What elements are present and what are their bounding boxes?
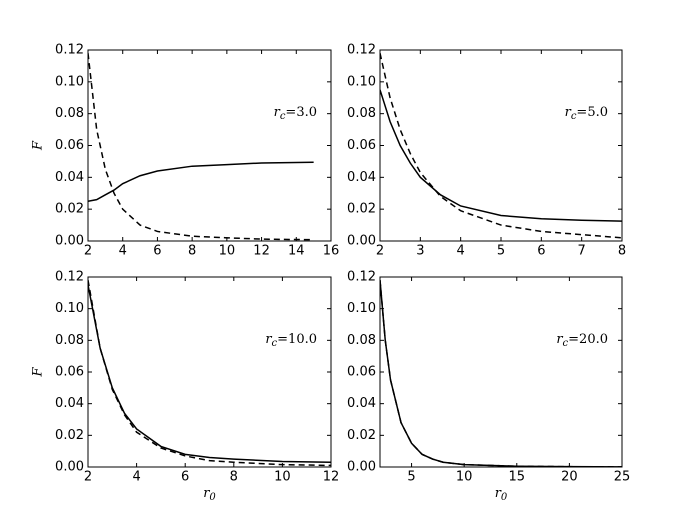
annotation: rc=5.0 [565, 105, 608, 122]
x-tick-label: 10 [456, 470, 473, 485]
y-tick-label: 0.12 [55, 270, 84, 285]
subplot: 0.000.020.040.060.080.100.125 10 15 20 25rc=… [347, 270, 630, 503]
x-tick-label: 5 [497, 244, 505, 259]
axes-frame [379, 276, 623, 468]
y-tick-label: 0.02 [347, 428, 376, 443]
x-tick-label: 14 [288, 244, 305, 259]
annotation-rest: =20.0 [568, 332, 608, 347]
x-tick-label: 2 [84, 470, 92, 485]
subplot: 0.00 0.02 0.04 0.06 0.08 0.10 0.12 2 4 6 8 10 12 14 16… [31, 43, 340, 259]
x-tick-label: 12 [323, 470, 340, 485]
x-tick-label: 2 [376, 244, 384, 259]
y-tick-label: 0.06 [347, 138, 376, 153]
annotation: rc=3.0 [274, 105, 317, 122]
y-tick-label: 0.10 [347, 74, 376, 89]
line-series [88, 280, 331, 467]
y-tick-label: 0.02 [347, 202, 376, 217]
y-tick-label: 0.00 [55, 460, 84, 475]
x-tick-label: 6 [181, 470, 189, 485]
x-tick-label: 20 [561, 470, 578, 485]
axes-frame [87, 49, 332, 242]
line-series [88, 53, 314, 241]
x-tick-label: 16 [323, 244, 340, 259]
annotation-base: r [565, 105, 572, 120]
x-tick-label: 2 [84, 244, 92, 259]
y-tick-label: 0.08 [347, 106, 376, 121]
y-tick-label: 0.04 [347, 396, 376, 411]
x-tick-label: 3 [416, 244, 424, 259]
y-tick-label: 0.06 [347, 365, 376, 380]
y-tick-label: 0.12 [55, 43, 84, 58]
y-axis-label: F [31, 140, 46, 151]
y-tick-label: 0.10 [55, 74, 84, 89]
y-tick-label: 0.08 [55, 333, 84, 348]
x-tick-label: 5 [407, 470, 415, 485]
x-tick-label: 10 [274, 470, 291, 485]
y-tick-label: 0.10 [55, 301, 84, 316]
y-tick-label: 0.06 [55, 365, 84, 380]
x-axis-label-base: r [495, 486, 502, 501]
axes-frame [379, 49, 623, 242]
line-series [380, 280, 622, 467]
line-series [88, 284, 331, 463]
annotation-rest: =3.0 [285, 105, 317, 120]
x-tick-label: 4 [119, 244, 127, 259]
x-axis-label: r0 [203, 486, 216, 503]
annotation-rest: =5.0 [576, 105, 608, 120]
y-tick-label: 0.02 [55, 202, 84, 217]
annotation: rc=10.0 [265, 332, 317, 349]
annotation-base: r [556, 332, 563, 347]
x-tick-label: 15 [509, 470, 526, 485]
y-tick-label: 0.08 [55, 106, 84, 121]
annotation-sub: c [272, 338, 278, 349]
x-axis-label-sub: 0 [501, 492, 508, 503]
x-tick-label: 25 [614, 470, 631, 485]
line-series [380, 280, 622, 467]
annotation-base: r [265, 332, 272, 347]
annotation-base: r [274, 105, 281, 120]
x-axis-label-sub: 0 [209, 492, 216, 503]
line-series [88, 161, 314, 202]
y-tick-label: 0.12 [347, 43, 376, 58]
x-tick-label: 4 [132, 470, 140, 485]
x-axis-label-base: r [203, 486, 210, 501]
y-tick-label: 0.00 [55, 234, 84, 249]
subplot: 0.000.020.040.060.080.100.122 4 6 8 10 12rc=1… [31, 270, 340, 503]
x-tick-label: 8 [618, 244, 626, 259]
x-tick-label: 6 [537, 244, 545, 259]
y-tick-label: 0.10 [347, 301, 376, 316]
y-axis-label: F [31, 367, 46, 378]
annotation: rc=20.0 [556, 332, 608, 349]
subplot: 0.00 0.02 0.04 0.06 0.08 0.10 0.12 2 3 4 5 6 7 8 rc=5.… [347, 43, 626, 259]
x-tick-label: 8 [230, 470, 238, 485]
x-axis-label: r0 [495, 486, 508, 503]
y-tick-label: 0.04 [347, 170, 376, 185]
x-tick-label: 10 [219, 244, 236, 259]
y-tick-label: 0.00 [347, 460, 376, 475]
y-tick-label: 0.06 [55, 138, 84, 153]
y-tick-label: 0.00 [347, 234, 376, 249]
x-tick-label: 8 [188, 244, 196, 259]
annotation-rest: =10.0 [277, 332, 317, 347]
x-tick-label: 7 [578, 244, 586, 259]
annotation-sub: c [563, 338, 569, 349]
x-tick-label: 4 [457, 244, 465, 259]
line-series [380, 89, 622, 222]
x-tick-label: 6 [153, 244, 161, 259]
y-tick-label: 0.02 [55, 428, 84, 443]
x-tick-label: 12 [253, 244, 270, 259]
y-tick-label: 0.08 [347, 333, 376, 348]
y-tick-label: 0.12 [347, 270, 376, 285]
annotation-sub: c [571, 111, 577, 122]
y-tick-label: 0.04 [55, 170, 84, 185]
annotation-sub: c [280, 111, 286, 122]
axes-frame [87, 276, 332, 468]
y-tick-label: 0.04 [55, 396, 84, 411]
line-series [380, 53, 622, 239]
